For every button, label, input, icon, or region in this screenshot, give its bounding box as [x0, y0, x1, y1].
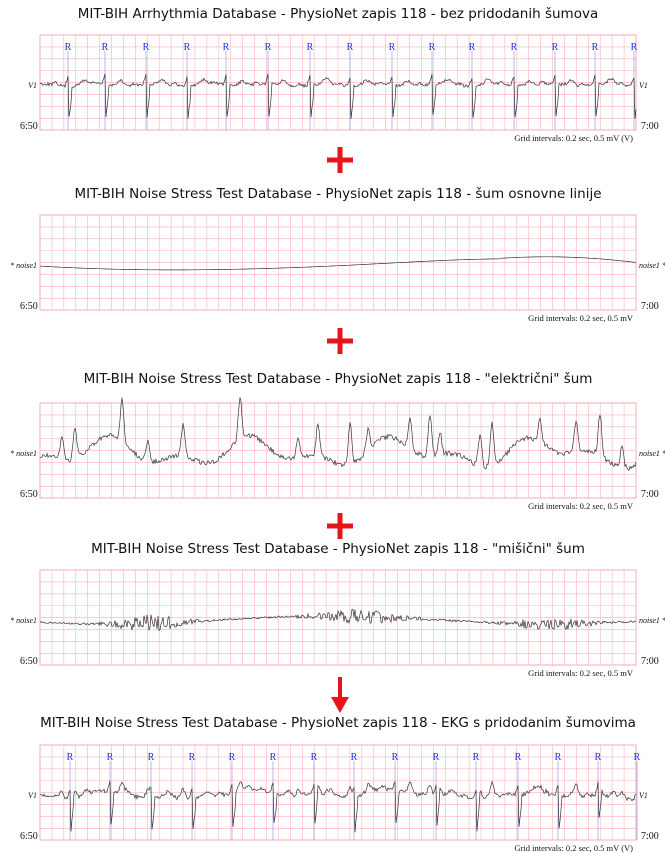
grid-note: Grid intervals: 0.2 sec, 0.5 mV (V) [514, 133, 633, 143]
down-arrow [331, 677, 349, 713]
grid-note: Grid intervals: 0.2 sec, 0.5 mV (V) [514, 843, 633, 853]
beat-label: R [270, 752, 277, 763]
ecg-panel: MIT-BIH Noise Stress Test Database - Phy… [10, 541, 665, 678]
grid-note: Grid intervals: 0.2 sec, 0.5 mV [528, 501, 634, 511]
grid-note: Grid intervals: 0.2 sec, 0.5 mV [528, 668, 634, 678]
beat-label: R [634, 752, 641, 763]
beat-label: R [392, 752, 399, 763]
beat-label: R [107, 752, 114, 763]
panel-title: MIT-BIH Noise Stress Test Database - Phy… [91, 541, 585, 557]
waveform [39, 73, 637, 120]
end-time: 7:00 [641, 489, 659, 500]
beat-label: R [65, 42, 72, 53]
ecg-panel: MIT-BIH Noise Stress Test Database - Phy… [10, 186, 665, 323]
beat-label: R [595, 752, 602, 763]
start-time: 6:50 [20, 301, 38, 312]
panel-title: MIT-BIH Arrhythmia Database - PhysioNet … [78, 6, 598, 22]
ecg-panel: MIT-BIH Arrhythmia Database - PhysioNet … [20, 6, 659, 143]
beat-label: R [143, 42, 150, 53]
waveform [39, 780, 637, 833]
beat-label: R [473, 752, 480, 763]
beat-label: R [67, 752, 74, 763]
beat-label: R [555, 752, 562, 763]
panel-title: MIT-BIH Noise Stress Test Database - Phy… [40, 715, 636, 731]
beat-label: R [223, 42, 230, 53]
beat-label: R [433, 752, 440, 763]
plus-sign [327, 147, 353, 173]
panel-title: MIT-BIH Noise Stress Test Database - Phy… [84, 371, 593, 387]
beat-label: R [389, 42, 396, 53]
beat-label: R [552, 42, 559, 53]
lead-label: V1 [28, 81, 37, 90]
lead-label: * noise1 [10, 449, 37, 458]
ecg-panel: MIT-BIH Noise Stress Test Database - Phy… [20, 715, 659, 853]
lead-label: noise1 * [639, 261, 665, 270]
ecg-panel: MIT-BIH Noise Stress Test Database - Phy… [10, 371, 665, 511]
beat-label: R [265, 42, 272, 53]
lead-label: * noise1 [10, 616, 37, 625]
lead-label: noise1 * [639, 449, 665, 458]
grid-note: Grid intervals: 0.2 sec, 0.5 mV [528, 313, 634, 323]
end-time: 7:00 [641, 831, 659, 842]
end-time: 7:00 [641, 301, 659, 312]
beat-label: R [229, 752, 236, 763]
start-time: 6:50 [20, 121, 38, 132]
beat-label: R [148, 752, 155, 763]
beat-label: R [429, 42, 436, 53]
lead-label: V1 [639, 791, 648, 800]
beat-label: R [311, 752, 318, 763]
lead-label: noise1 * [639, 616, 665, 625]
beat-label: R [592, 42, 599, 53]
end-time: 7:00 [641, 656, 659, 667]
plus-sign [327, 513, 353, 539]
panel-title: MIT-BIH Noise Stress Test Database - Phy… [74, 186, 601, 202]
waveform [39, 256, 637, 271]
end-time: 7:00 [641, 121, 659, 132]
lead-label: V1 [28, 791, 37, 800]
beat-label: R [515, 752, 522, 763]
beat-label: R [469, 42, 476, 53]
beat-label: R [184, 42, 191, 53]
beat-label: R [102, 42, 109, 53]
beat-label: R [511, 42, 518, 53]
start-time: 6:50 [20, 831, 38, 842]
beat-label: R [631, 42, 638, 53]
beat-label: R [351, 752, 358, 763]
start-time: 6:50 [20, 489, 38, 500]
beat-label: R [307, 42, 314, 53]
waveform [39, 608, 637, 632]
beat-label: R [347, 42, 354, 53]
lead-label: * noise1 [10, 261, 37, 270]
beat-label: R [189, 752, 196, 763]
waveform [39, 397, 637, 471]
plus-sign [327, 328, 353, 354]
start-time: 6:50 [20, 656, 38, 667]
lead-label: V1 [639, 81, 648, 90]
